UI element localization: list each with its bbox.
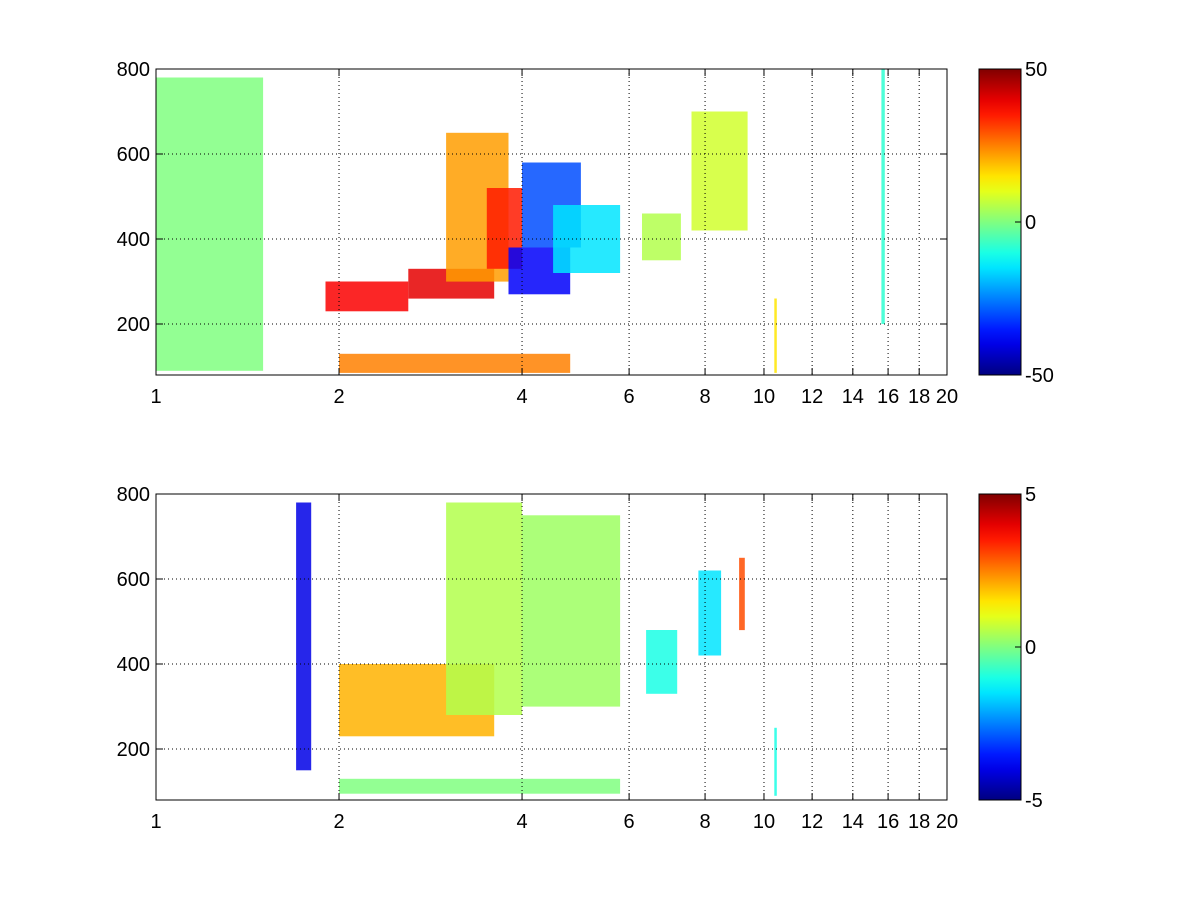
y-tick-label: 600 — [117, 569, 150, 591]
heatmap-cell — [774, 298, 777, 373]
axes-frame — [155, 493, 948, 801]
y-tick-label: 400 — [117, 229, 150, 251]
heatmap-cell — [774, 727, 777, 796]
x-tick-label: 6 — [624, 386, 635, 408]
axes-frame — [155, 68, 948, 376]
x-tick-label: 20 — [936, 811, 958, 833]
x-tick-label: 14 — [842, 811, 864, 833]
heatmap-cell — [881, 69, 885, 324]
x-tick-label: 6 — [624, 811, 635, 833]
y-tick-label: 200 — [117, 314, 150, 336]
y-tick-label: 400 — [117, 654, 150, 676]
x-tick-label: 1 — [150, 386, 161, 408]
heatmap-cell — [553, 205, 621, 273]
x-tick-label: 14 — [842, 386, 864, 408]
y-tick-label: 800 — [117, 59, 150, 81]
heatmap-cell — [646, 630, 678, 694]
colorbar-tick-label: -50 — [1025, 365, 1054, 387]
x-tick-label: 2 — [333, 811, 344, 833]
x-tick-label: 8 — [699, 386, 710, 408]
heatmap-cell — [642, 213, 681, 261]
heatmap-cell — [339, 353, 571, 373]
x-tick-label: 1 — [150, 811, 161, 833]
heatmap-cell — [739, 557, 745, 631]
x-tick-label: 2 — [333, 386, 344, 408]
y-tick-label: 200 — [117, 739, 150, 761]
x-tick-label: 16 — [877, 811, 899, 833]
heatmap-cell — [446, 502, 523, 715]
heatmap-cell — [522, 515, 621, 707]
heatmap-cell — [698, 570, 722, 656]
colorbar-tick-label: 0 — [1025, 637, 1036, 659]
x-tick-label: 18 — [908, 386, 930, 408]
x-tick-label: 20 — [936, 386, 958, 408]
y-tick-label: 800 — [117, 484, 150, 506]
x-tick-label: 16 — [877, 386, 899, 408]
x-tick-label: 10 — [753, 386, 775, 408]
heatmap-cell — [325, 281, 409, 312]
colorbar — [978, 68, 1022, 376]
heatmap-cells — [296, 502, 777, 796]
heatmap-cell — [691, 111, 748, 231]
heatmap-cell — [296, 502, 312, 771]
x-tick-label: 12 — [801, 386, 823, 408]
colorbar-tick-label: -5 — [1025, 790, 1043, 812]
x-tick-label: 4 — [516, 386, 527, 408]
heatmap-cell — [156, 77, 264, 371]
colorbar — [978, 493, 1022, 801]
x-tick-label: 10 — [753, 811, 775, 833]
heatmap-cell — [339, 778, 621, 794]
y-tick-label: 600 — [117, 144, 150, 166]
x-tick-label: 12 — [801, 811, 823, 833]
colorbar-tick-label: 5 — [1025, 484, 1036, 506]
x-tick-label: 18 — [908, 811, 930, 833]
x-tick-label: 4 — [516, 811, 527, 833]
colorbar-tick-label: 0 — [1025, 212, 1036, 234]
x-tick-label: 8 — [699, 811, 710, 833]
heatmap-cells — [156, 69, 885, 373]
colorbar-tick-label: 50 — [1025, 59, 1047, 81]
